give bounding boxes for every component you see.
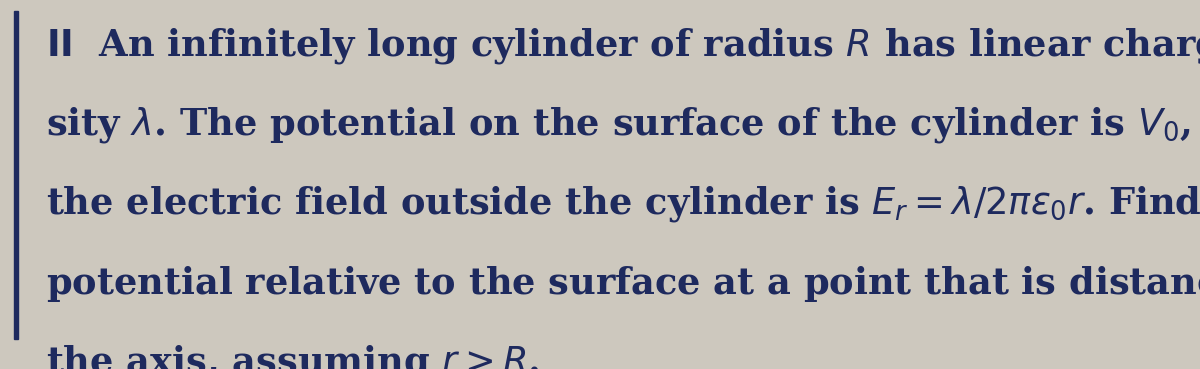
Text: potential relative to the surface at a point that is distance $r$ from: potential relative to the surface at a p… [46,264,1200,304]
Text: the electric field outside the cylinder is $E_r = \lambda/2\pi\epsilon_0 r$. Fin: the electric field outside the cylinder … [46,184,1200,224]
Text: sity $\lambda$. The potential on the surface of the cylinder is $V_0$, and: sity $\lambda$. The potential on the sur… [46,105,1200,145]
Text: the axis, assuming $r > R$.: the axis, assuming $r > R$. [46,343,539,369]
Text: $\mathbf{II}$  An infinitely long cylinder of radius $\mathit{R}$ has linear cha: $\mathbf{II}$ An infinitely long cylinde… [46,26,1200,66]
Bar [14,11,18,339]
